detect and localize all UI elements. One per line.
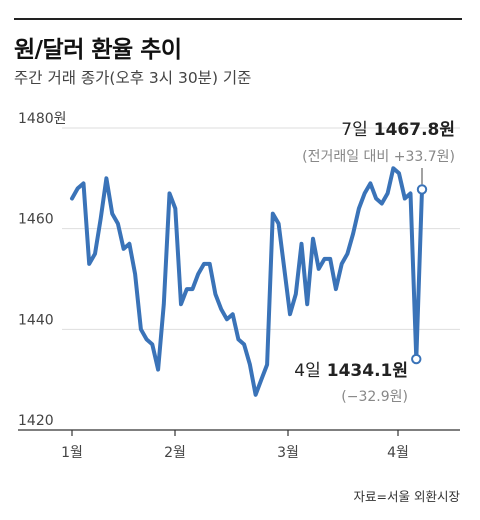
high-value-label: 1467.8원 [374,120,455,140]
exchange-rate-line [70,166,424,397]
gridlines [62,127,460,330]
high-date-label: 7일 [341,120,367,140]
x-tick-label: 3월 [277,445,299,461]
y-tick-label: 1460 [18,212,54,228]
high-change-label: (전거래일 대비 +33.7원) [302,149,455,165]
high-point-marker [416,184,428,195]
y-tick-label: 1440 [18,312,54,328]
top-rule [14,18,462,20]
y-axis-ticks: 1420 1440 1460 1480원 [18,111,67,429]
chart-subtitle: 주간 거래 종가(오후 3시 30분) 기준 [14,69,252,87]
low-annotation: 4일 1434.1원 [294,361,408,381]
high-annotation: 7일 1467.8원 [341,120,455,140]
highlight-markers [411,168,428,365]
chart-title: 원/달러 환율 추이 [14,37,182,63]
x-axis-ticks: 1월 2월 3월 4월 [61,430,409,461]
low-change-label: (−32.9원) [341,389,408,405]
x-tick-label: 1월 [61,445,83,461]
low-date-label: 4일 [294,361,320,381]
low-value-label: 1434.1원 [327,361,408,381]
x-tick-label: 2월 [164,445,186,461]
y-tick-label: 1420 [18,413,54,429]
source-note: 자료=서울 외환시장 [353,489,460,504]
y-tick-label: 1480원 [18,111,67,127]
x-tick-label: 4월 [387,445,409,461]
low-point-marker [411,353,422,365]
